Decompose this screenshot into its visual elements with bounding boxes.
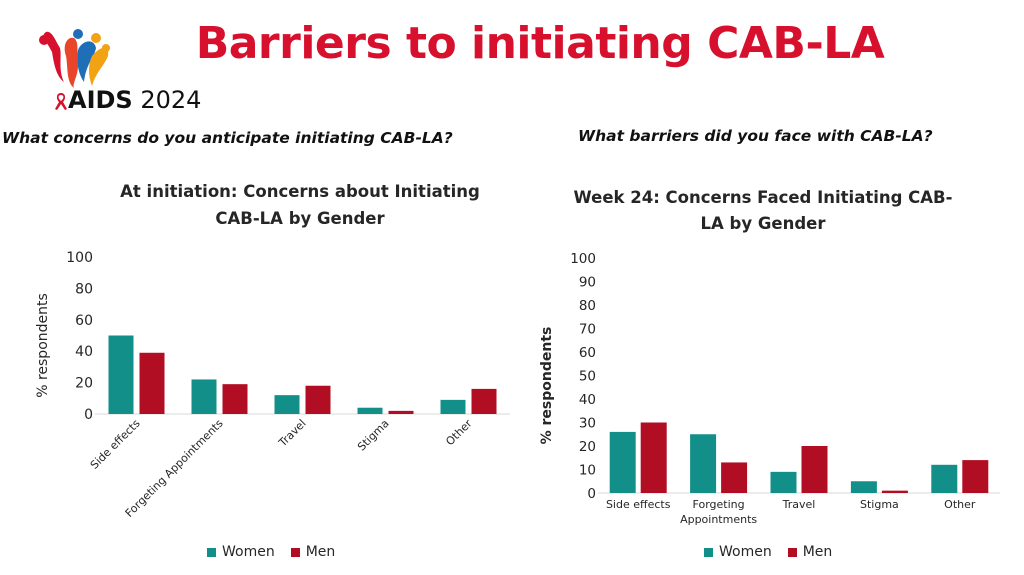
legend-label-men: Men [802, 544, 833, 560]
y-axis-label: % respondents [35, 293, 51, 398]
legend-right: Women Men [704, 544, 832, 560]
y-tick-label: 80 [579, 298, 596, 314]
y-tick-label: 80 [75, 281, 93, 297]
bar-women [357, 407, 383, 414]
question-right: What barriers did you face with CAB-LA? [578, 127, 933, 145]
bar-women [108, 335, 134, 414]
bar-women [931, 464, 958, 493]
y-tick-label: 100 [66, 250, 93, 266]
x-tick-label: Other [443, 417, 475, 449]
y-tick-label: 0 [587, 486, 596, 502]
y-tick-label: 60 [579, 345, 596, 361]
legend-swatch-men [290, 547, 300, 557]
x-tick-label: Stigma [355, 417, 392, 454]
bar-men [222, 384, 248, 414]
y-tick-label: 90 [579, 275, 596, 291]
legend-swatch-women [704, 547, 713, 557]
bar-men [721, 462, 748, 493]
x-tick-label: Other [944, 498, 976, 511]
question-left: What concerns do you anticipate initiati… [2, 129, 453, 147]
logo-text-year: 2024 [140, 86, 202, 114]
y-tick-label: 40 [75, 344, 93, 360]
bar-women [690, 434, 717, 493]
y-tick-label: 50 [579, 369, 596, 385]
logo-figures-icon [39, 29, 110, 88]
chart-title-line: CAB-LA by Gender [215, 209, 385, 228]
legend-swatch-men [787, 547, 797, 557]
legend-swatch-women [207, 547, 216, 557]
chart-title-line: At initiation: Concerns about Initiating [120, 182, 480, 201]
bar-men [962, 460, 989, 493]
bar-men [139, 352, 165, 414]
y-tick-label: 60 [75, 313, 93, 329]
bar-women [609, 431, 636, 493]
bar-men [388, 410, 414, 414]
page-title: Barriers to initiating CAB-LA [195, 18, 885, 69]
y-tick-label: 100 [570, 251, 596, 267]
bar-women [770, 471, 797, 493]
x-tick-label: Travel [276, 417, 309, 450]
y-tick-label: 20 [75, 376, 93, 392]
bar-men [640, 422, 667, 493]
x-tick-label: Travel [782, 498, 816, 511]
x-tick-label: Stigma [860, 498, 899, 511]
x-tick-label: Forgeting [693, 498, 745, 511]
aids-2024-logo [39, 29, 110, 88]
bar-women [274, 395, 300, 414]
y-tick-label: 10 [579, 463, 596, 479]
bar-women [850, 481, 877, 493]
bar-women [191, 379, 217, 414]
y-axis-label: % respondents [539, 327, 555, 445]
y-tick-label: 0 [84, 407, 93, 423]
legend-label-women: Women [222, 544, 275, 560]
y-tick-label: 70 [579, 322, 596, 338]
logo-text-bold: AIDS [68, 86, 133, 114]
red-ribbon-icon [55, 93, 67, 110]
legend-label-women: Women [719, 544, 772, 560]
x-tick-label: Appointments [680, 513, 757, 526]
chart-title-line: Week 24: Concerns Faced Initiating CAB- [574, 188, 953, 207]
x-tick-label: Side effects [606, 498, 671, 511]
legend-label-men: Men [305, 544, 336, 560]
y-tick-label: 20 [579, 439, 596, 455]
bar-men [305, 385, 331, 414]
y-tick-label: 40 [579, 392, 596, 408]
bar-women [440, 399, 466, 414]
bar-men [471, 388, 497, 414]
logo-text: AIDS 2024 [54, 86, 201, 114]
x-tick-label: Forgeting Appointments [123, 417, 226, 520]
chart-title-line: LA by Gender [701, 214, 827, 233]
x-tick-label: Side effects [88, 417, 143, 472]
bar-men [881, 490, 908, 493]
bar-men [801, 446, 828, 493]
y-tick-label: 30 [579, 416, 596, 432]
legend-left: Women Men [207, 544, 335, 560]
